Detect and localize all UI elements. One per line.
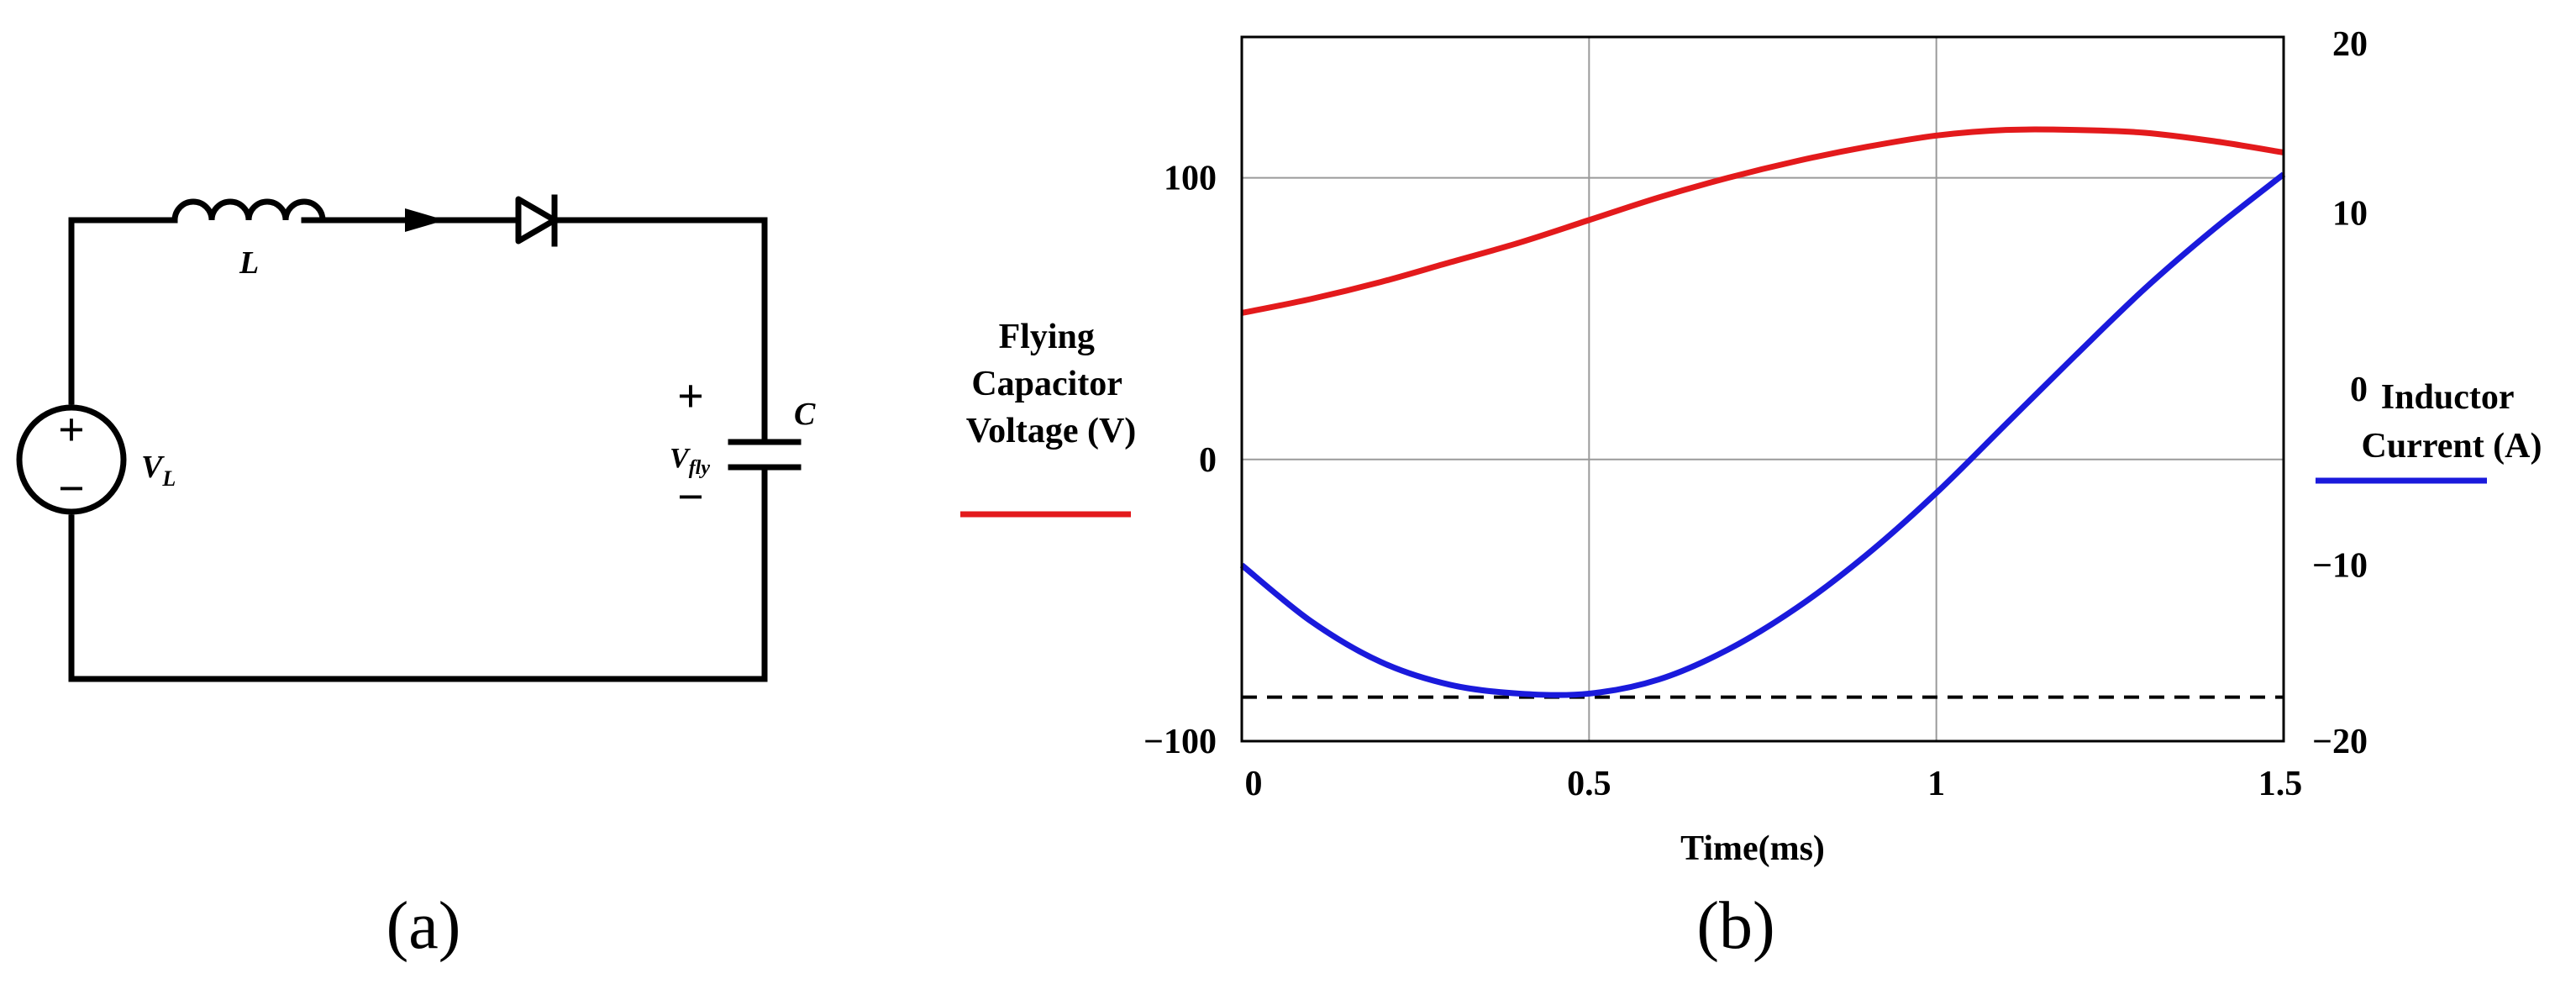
vfly-label-main: V <box>670 443 691 474</box>
capacitor-label: C <box>794 397 816 432</box>
vfly-minus-label: − <box>677 471 704 524</box>
data-point-voltage <box>1727 177 1729 179</box>
right-axis-label: Inductor Current (A) <box>2361 378 2542 466</box>
data-point-voltage <box>2074 129 2076 131</box>
data-point-voltage <box>1588 219 1590 221</box>
plot-frame <box>1240 35 2285 743</box>
left-tick-label: 0 <box>1199 441 1217 480</box>
data-point-current <box>1936 492 1937 494</box>
panel-b-label: (b) <box>1696 889 1774 963</box>
data-point-current <box>2074 355 2076 356</box>
data-point-current <box>1796 607 1798 608</box>
voltage-source-symbol <box>16 404 127 515</box>
right-axis-label-line-1: Inductor <box>2381 378 2514 417</box>
inductor-coil-symbol <box>171 198 326 224</box>
left-axis-label-line-2: Capacitor <box>971 365 1122 403</box>
current-arrow-icon <box>405 208 445 232</box>
left-tick-label: 100 <box>1164 160 1217 198</box>
vfly-label: Vfly <box>670 443 710 479</box>
right-tick-label: −10 <box>2312 547 2368 586</box>
data-point-voltage <box>2213 140 2215 142</box>
data-point-current <box>1866 554 1868 555</box>
data-point-current <box>1449 684 1451 686</box>
series-line-voltage <box>1241 126 2284 316</box>
data-point-current <box>1588 692 1590 694</box>
circuit-diagram <box>16 194 802 682</box>
right-tick-label: −20 <box>2312 723 2368 761</box>
left-axis-label-line-3: Voltage (V) <box>966 412 1137 450</box>
data-point-current <box>1519 692 1521 694</box>
x-tick-label: 1.5 <box>2258 765 2303 803</box>
data-point-voltage <box>2144 132 2146 134</box>
source-voltage-label-sub: L <box>161 466 176 491</box>
source-voltage-label-main: V <box>141 450 165 485</box>
data-point-voltage <box>1449 261 1451 263</box>
x-tick-label: 0 <box>1245 765 1263 803</box>
inductor-label: L <box>239 245 259 281</box>
x-tick-label: 1 <box>1927 765 1945 803</box>
vfly-plus-label: + <box>677 371 704 423</box>
right-tick-label: 20 <box>2332 25 2368 64</box>
diode-symbol <box>515 196 558 245</box>
left-axis-label-line-1: Flying <box>999 318 1095 356</box>
left-tick-label: −100 <box>1143 723 1217 761</box>
vfly-label-sub: fly <box>689 457 711 479</box>
data-point-current <box>2144 288 2146 290</box>
right-tick-label: 0 <box>2350 371 2368 409</box>
data-point-voltage <box>1936 134 1937 136</box>
data-point-current <box>1380 661 1381 663</box>
series-line-current <box>1239 171 2286 698</box>
grid-layer <box>1242 37 2284 741</box>
left-axis-label: Flying Capacitor Voltage (V) <box>966 318 1137 450</box>
x-tick-label: 0.5 <box>1567 765 1611 803</box>
x-axis-label: Time(ms) <box>1680 829 1825 868</box>
data-point-voltage <box>1866 146 1868 148</box>
right-tick-label: 10 <box>2332 195 2368 234</box>
right-axis-label-line-2: Current (A) <box>2361 427 2542 466</box>
series-layer <box>1239 126 2286 699</box>
data-point-voltage <box>1796 160 1798 161</box>
source-voltage-label: VL <box>141 450 176 491</box>
source-minus-label: − <box>58 463 85 515</box>
source-plus-label: + <box>58 404 85 456</box>
panel-a-label: (a) <box>386 889 461 963</box>
data-point-voltage <box>1519 242 1521 244</box>
data-point-voltage <box>1311 298 1312 300</box>
data-point-current <box>1311 621 1312 623</box>
